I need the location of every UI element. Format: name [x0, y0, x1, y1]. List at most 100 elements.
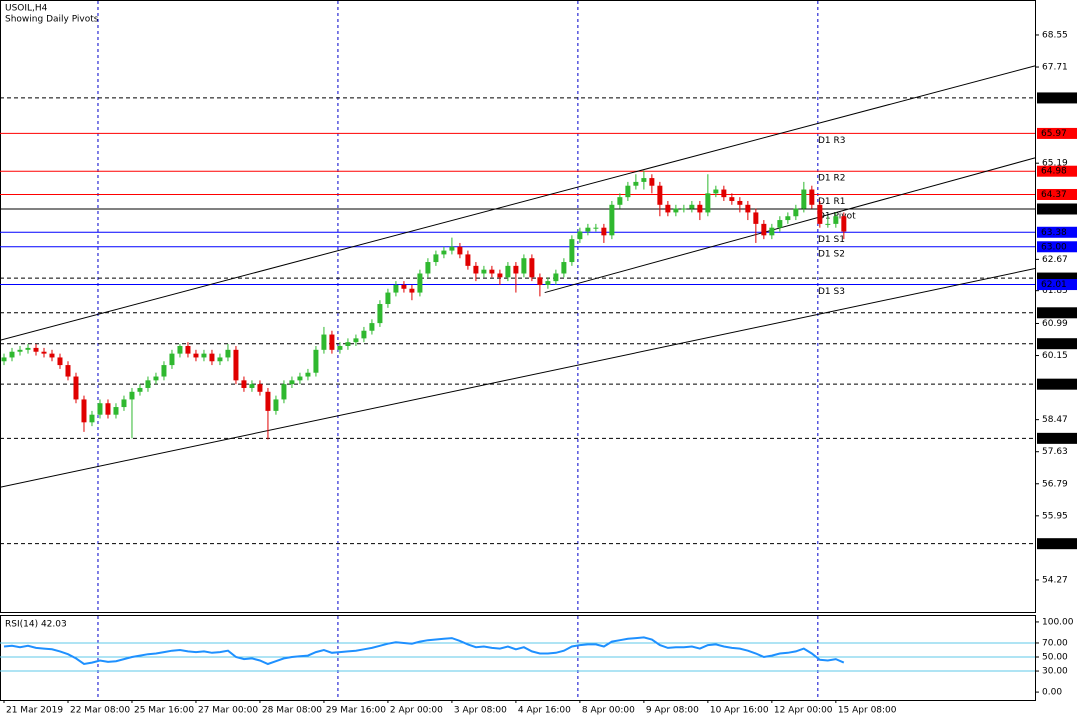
candle-body: [369, 323, 375, 331]
candle-body: [1, 357, 7, 362]
level-label: 55.22: [1041, 539, 1067, 549]
y-tick-label: 55.95: [1042, 511, 1068, 521]
candle-body: [561, 262, 567, 274]
level-box: [1037, 165, 1077, 177]
trendline: [0, 268, 1036, 488]
candle-body: [713, 189, 719, 194]
candle-body: [505, 265, 511, 278]
candle-body: [345, 342, 351, 346]
x-tick-label: 21 Mar 2019: [6, 706, 63, 716]
level-label: 65.97: [1041, 129, 1067, 139]
candle-body: [177, 345, 183, 354]
level-box: [1037, 203, 1077, 215]
candle-body: [785, 216, 791, 221]
y-tick-label: 62.67: [1042, 255, 1068, 265]
candle-body: [777, 220, 783, 228]
candle-body: [217, 357, 223, 362]
candle-body: [457, 246, 463, 255]
x-tick-label: 15 Apr 08:00: [838, 706, 897, 716]
trendline: [0, 65, 1036, 341]
pivot-label: D1 R2: [818, 174, 846, 184]
y-tick-label: 56.79: [1042, 479, 1068, 489]
candle-body: [681, 208, 687, 210]
candle-body: [593, 227, 599, 229]
candle-body: [185, 345, 191, 354]
candle-body: [657, 185, 663, 205]
level-box: [1037, 188, 1077, 200]
y-tick-label: 65.19: [1042, 159, 1068, 169]
candle-body: [17, 349, 23, 352]
rsi-frame: [0, 615, 1036, 701]
candle-body: [281, 384, 287, 400]
candle-body: [361, 330, 367, 339]
candle-body: [153, 376, 159, 381]
candle-body: [393, 284, 399, 293]
candle-body: [105, 403, 111, 415]
level-label: 60.46: [1041, 339, 1067, 349]
candle-body: [169, 353, 175, 366]
pivot-label: D1 S3: [818, 287, 845, 297]
pivot-label: D1 R3: [818, 136, 846, 146]
candle-body: [833, 216, 839, 224]
y-tick-label: 54.27: [1042, 575, 1068, 585]
candle-body: [817, 204, 823, 224]
candle-body: [609, 204, 615, 236]
candle-body: [705, 193, 711, 213]
rsi-tick-label: 100.00: [1042, 617, 1074, 627]
candle-body: [577, 231, 583, 240]
candle-body: [289, 380, 295, 385]
rsi-tick-label: 50.00: [1042, 653, 1068, 663]
pivot-label: D1 S2: [818, 249, 845, 259]
candle-body: [737, 200, 743, 205]
y-tick-label: 68.55: [1042, 30, 1068, 40]
candle-body: [481, 269, 487, 274]
candle-body: [529, 258, 535, 278]
candle-body: [257, 384, 263, 392]
level-box: [1037, 272, 1077, 284]
candle-body: [313, 349, 319, 373]
level-label: 64.37: [1041, 190, 1067, 200]
level-box: [1037, 241, 1077, 253]
candle-body: [673, 208, 679, 213]
level-box: [1037, 378, 1077, 390]
candle-body: [113, 407, 119, 415]
candle-body: [801, 189, 807, 209]
candle-body: [409, 288, 415, 293]
candle-body: [689, 204, 695, 209]
level-label: 63.99: [1041, 204, 1067, 214]
level-label: 64.98: [1041, 167, 1067, 177]
x-tick-label: 29 Mar 16:00: [326, 706, 386, 716]
y-tick-label: 60.99: [1042, 319, 1068, 329]
candle-body: [513, 265, 519, 274]
candle-body: [121, 399, 127, 408]
candle-body: [441, 250, 447, 255]
x-tick-label: 12 Apr 00:00: [774, 706, 833, 716]
level-label: 62.01: [1041, 280, 1067, 290]
candle-body: [769, 227, 775, 236]
candle-body: [129, 391, 135, 400]
level-label: 63.00: [1041, 242, 1067, 252]
rsi-line: [3, 636, 845, 666]
candle-body: [209, 353, 215, 362]
level-label: 57.98: [1041, 434, 1067, 444]
rsi-tick-label: 30.00: [1042, 667, 1068, 677]
candle-body: [425, 262, 431, 274]
candle-body: [473, 265, 479, 274]
candle-body: [9, 351, 15, 358]
candle-body: [385, 292, 391, 305]
x-tick-label: 9 Apr 08:00: [646, 706, 699, 716]
candle-body: [417, 273, 423, 293]
level-label: 63.38: [1041, 228, 1067, 238]
y-tick-label: 58.47: [1042, 415, 1068, 425]
candle-body: [585, 227, 591, 232]
candle-body: [321, 334, 327, 350]
candle-body: [753, 212, 759, 224]
candle-body: [49, 353, 55, 358]
candle-body: [89, 414, 95, 423]
x-tick-label: 2 Apr 00:00: [390, 706, 443, 716]
candle-body: [545, 281, 551, 285]
candle-body: [433, 254, 439, 263]
level-box: [1037, 432, 1077, 444]
